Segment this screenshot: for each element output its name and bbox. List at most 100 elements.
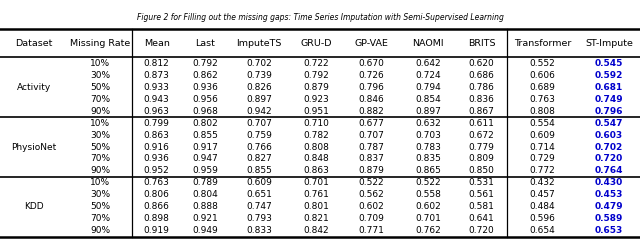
Text: 0.837: 0.837 (359, 154, 385, 163)
Text: 90%: 90% (90, 226, 110, 235)
Text: 10%: 10% (90, 178, 110, 187)
Text: 0.848: 0.848 (304, 154, 330, 163)
Text: 0.897: 0.897 (415, 107, 441, 116)
Text: 0.702: 0.702 (595, 142, 623, 152)
Text: 0.796: 0.796 (359, 83, 385, 92)
Text: 0.479: 0.479 (595, 202, 623, 211)
Text: 0.963: 0.963 (144, 107, 170, 116)
Text: 0.724: 0.724 (415, 71, 441, 80)
Text: 0.562: 0.562 (359, 190, 385, 199)
Text: 0.833: 0.833 (246, 226, 272, 235)
Text: 0.739: 0.739 (246, 71, 272, 80)
Text: 0.812: 0.812 (144, 59, 170, 68)
Text: 0.602: 0.602 (415, 202, 441, 211)
Text: NAOMI: NAOMI (413, 39, 444, 48)
Text: 0.867: 0.867 (468, 107, 495, 116)
Text: 0.866: 0.866 (144, 202, 170, 211)
Text: 0.763: 0.763 (529, 95, 556, 104)
Text: 0.898: 0.898 (144, 214, 170, 223)
Text: ImputeTS: ImputeTS (236, 39, 282, 48)
Text: 50%: 50% (90, 202, 110, 211)
Text: 0.923: 0.923 (304, 95, 330, 104)
Text: 0.919: 0.919 (144, 226, 170, 235)
Text: 0.836: 0.836 (468, 95, 495, 104)
Text: 0.762: 0.762 (415, 226, 441, 235)
Text: BRITS: BRITS (468, 39, 495, 48)
Text: 0.729: 0.729 (530, 154, 556, 163)
Text: 0.956: 0.956 (192, 95, 218, 104)
Text: 0.789: 0.789 (192, 178, 218, 187)
Text: 0.787: 0.787 (359, 142, 385, 152)
Text: 0.672: 0.672 (468, 131, 495, 140)
Text: Activity: Activity (17, 83, 51, 92)
Text: Dataset: Dataset (15, 39, 53, 48)
Text: PhysioNet: PhysioNet (12, 142, 57, 152)
Text: 0.522: 0.522 (359, 178, 385, 187)
Text: 0.522: 0.522 (415, 178, 441, 187)
Text: 0.855: 0.855 (192, 131, 218, 140)
Text: 0.606: 0.606 (529, 71, 556, 80)
Text: 0.484: 0.484 (530, 202, 556, 211)
Text: 0.531: 0.531 (468, 178, 495, 187)
Text: 0.809: 0.809 (468, 154, 495, 163)
Text: 0.592: 0.592 (595, 71, 623, 80)
Text: 0.835: 0.835 (415, 154, 441, 163)
Text: 0.801: 0.801 (304, 202, 330, 211)
Text: 0.796: 0.796 (595, 107, 623, 116)
Text: 0.702: 0.702 (246, 59, 272, 68)
Text: 0.641: 0.641 (468, 214, 495, 223)
Text: 0.952: 0.952 (144, 166, 170, 175)
Text: 0.808: 0.808 (304, 142, 330, 152)
Text: 0.846: 0.846 (359, 95, 385, 104)
Text: 0.707: 0.707 (359, 131, 385, 140)
Text: 30%: 30% (90, 190, 110, 199)
Text: 0.703: 0.703 (415, 131, 441, 140)
Text: 0.701: 0.701 (415, 214, 441, 223)
Text: 0.802: 0.802 (192, 119, 218, 128)
Text: 0.763: 0.763 (144, 178, 170, 187)
Text: 0.561: 0.561 (468, 190, 495, 199)
Text: 0.865: 0.865 (415, 166, 441, 175)
Text: Mean: Mean (144, 39, 170, 48)
Text: 0.879: 0.879 (359, 166, 385, 175)
Text: 0.821: 0.821 (304, 214, 330, 223)
Text: 0.677: 0.677 (359, 119, 385, 128)
Text: 0.726: 0.726 (359, 71, 385, 80)
Text: 0.603: 0.603 (595, 131, 623, 140)
Text: 0.766: 0.766 (246, 142, 272, 152)
Text: 0.779: 0.779 (468, 142, 495, 152)
Text: 0.951: 0.951 (304, 107, 330, 116)
Text: Last: Last (195, 39, 215, 48)
Text: 0.453: 0.453 (595, 190, 623, 199)
Text: 0.632: 0.632 (415, 119, 441, 128)
Text: 0.714: 0.714 (530, 142, 556, 152)
Text: 0.611: 0.611 (468, 119, 495, 128)
Text: 0.670: 0.670 (359, 59, 385, 68)
Text: 70%: 70% (90, 95, 110, 104)
Text: 0.959: 0.959 (192, 166, 218, 175)
Text: 0.545: 0.545 (595, 59, 623, 68)
Text: 10%: 10% (90, 119, 110, 128)
Text: 0.936: 0.936 (192, 83, 218, 92)
Text: 0.651: 0.651 (246, 190, 272, 199)
Text: 0.799: 0.799 (144, 119, 170, 128)
Text: 0.933: 0.933 (144, 83, 170, 92)
Text: 0.596: 0.596 (529, 214, 556, 223)
Text: 0.936: 0.936 (144, 154, 170, 163)
Text: 10%: 10% (90, 59, 110, 68)
Text: 30%: 30% (90, 71, 110, 80)
Text: 0.457: 0.457 (530, 190, 556, 199)
Text: 0.707: 0.707 (246, 119, 272, 128)
Text: 0.827: 0.827 (246, 154, 272, 163)
Text: 0.786: 0.786 (468, 83, 495, 92)
Text: 0.873: 0.873 (144, 71, 170, 80)
Text: 0.430: 0.430 (595, 178, 623, 187)
Text: 0.855: 0.855 (246, 166, 272, 175)
Text: 0.710: 0.710 (304, 119, 330, 128)
Text: 0.552: 0.552 (530, 59, 556, 68)
Text: 0.783: 0.783 (415, 142, 441, 152)
Text: 0.747: 0.747 (246, 202, 272, 211)
Text: 0.806: 0.806 (144, 190, 170, 199)
Text: 0.609: 0.609 (529, 131, 556, 140)
Text: 0.842: 0.842 (304, 226, 330, 235)
